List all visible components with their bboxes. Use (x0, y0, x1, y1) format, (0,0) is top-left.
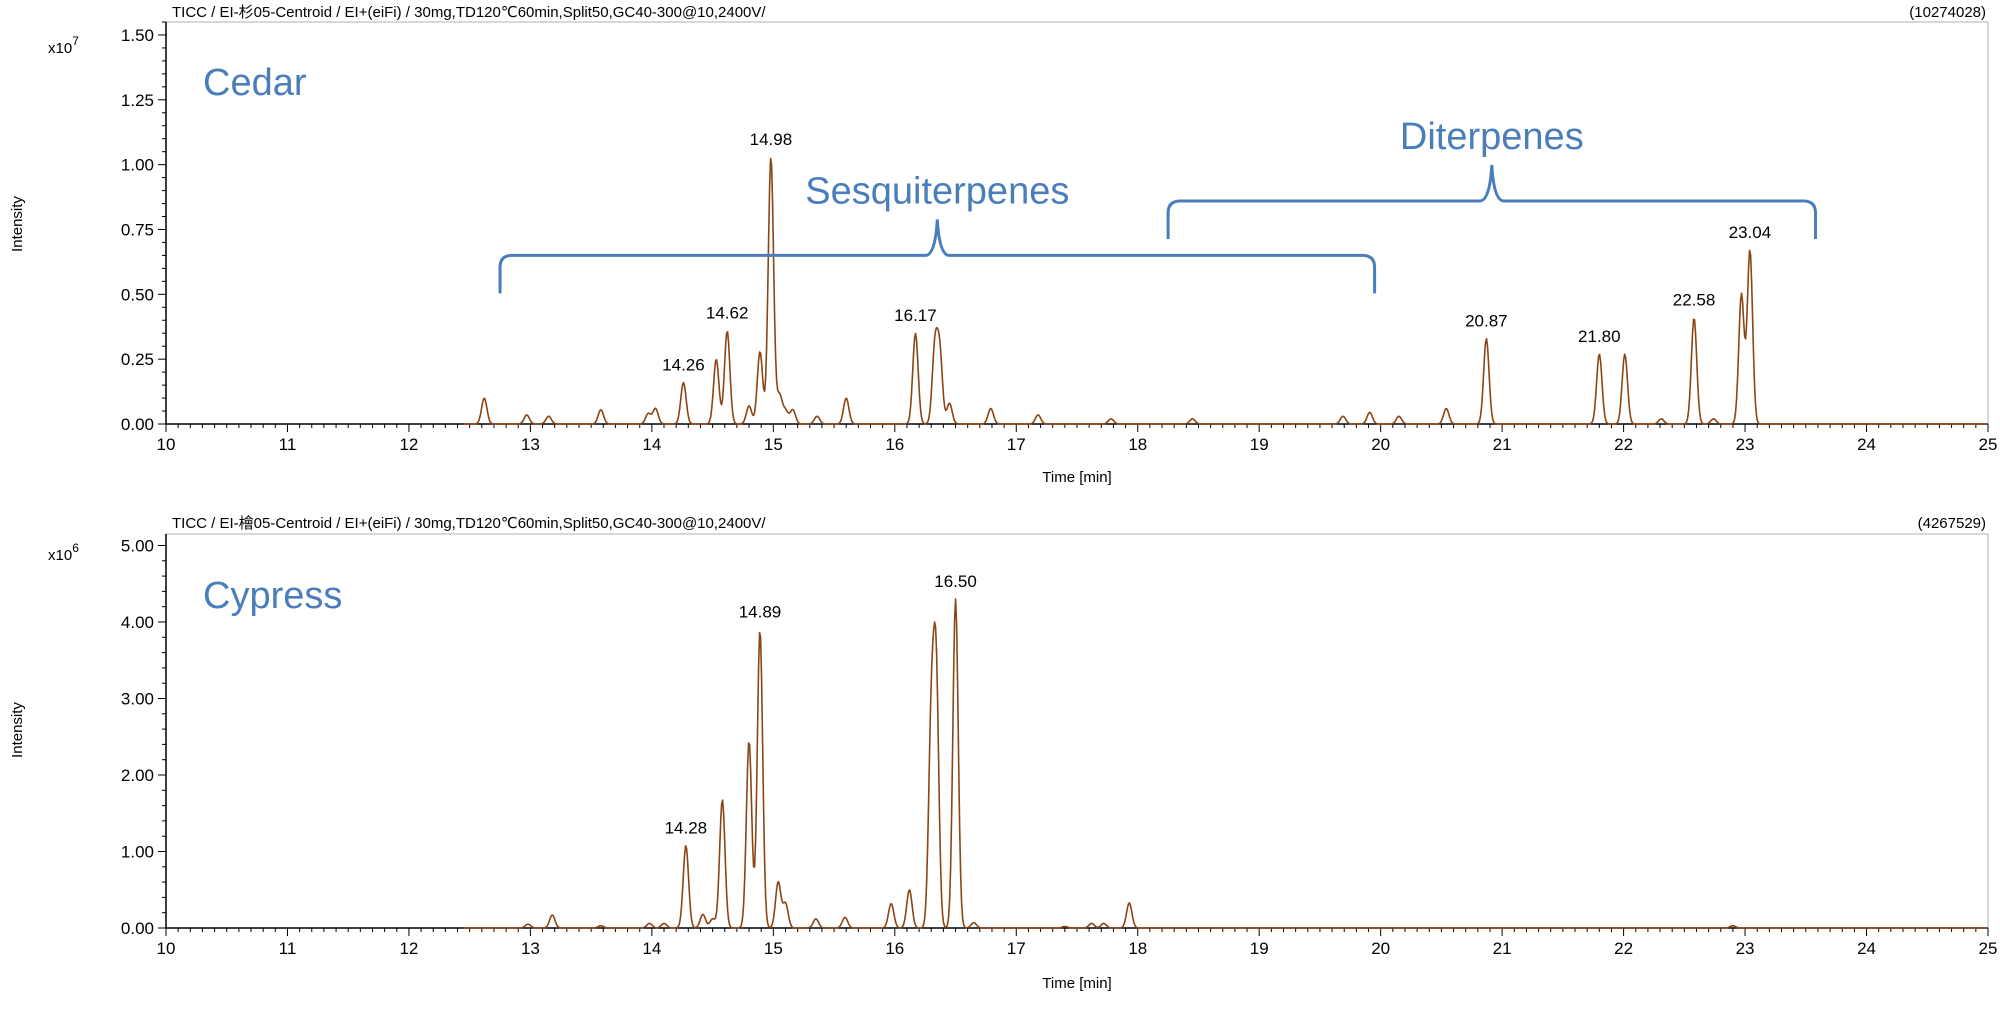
y-tick-label: 0.50 (121, 285, 154, 304)
x-tick-label: 15 (764, 435, 783, 454)
peak-label: 21.80 (1578, 327, 1621, 346)
peak-label: 14.89 (739, 603, 782, 622)
y-axis-title: Intensity (9, 702, 26, 758)
x-tick-label: 12 (399, 939, 418, 958)
x-tick-label: 21 (1493, 435, 1512, 454)
y-tick-label: 4.00 (121, 613, 154, 632)
x-tick-label: 23 (1736, 939, 1755, 958)
x-tick-label: 13 (521, 435, 540, 454)
y-tick-label: 5.00 (121, 536, 154, 555)
y-tick-label: 1.00 (121, 842, 154, 861)
x-tick-label: 13 (521, 939, 540, 958)
y-tick-label: 3.00 (121, 689, 154, 708)
peak-label: 14.98 (750, 130, 793, 149)
x-tick-label: 14 (642, 435, 661, 454)
x-tick-label: 10 (157, 939, 176, 958)
x-tick-label: 19 (1250, 939, 1269, 958)
x-tick-label: 20 (1371, 435, 1390, 454)
x-tick-label: 10 (157, 435, 176, 454)
peak-label: 20.87 (1465, 311, 1508, 330)
peak-label: 14.26 (662, 356, 705, 375)
plot-frame (165, 21, 1989, 425)
chart-header-max: (4267529) (1918, 515, 1986, 532)
x-tick-label: 11 (279, 435, 297, 454)
chromatogram-trace (463, 157, 1988, 425)
x-tick-label: 14 (642, 939, 661, 958)
x-tick-label: 25 (1979, 435, 1998, 454)
y-tick-label: 1.00 (121, 156, 154, 175)
x-tick-label: 24 (1857, 435, 1876, 454)
x-tick-label: 18 (1128, 435, 1147, 454)
y-multiplier: x106 (48, 541, 79, 564)
group-label: Diterpenes (1400, 116, 1584, 158)
y-tick-label: 0.75 (121, 220, 154, 239)
peak-label: 22.58 (1673, 291, 1716, 310)
sample-label: Cedar (203, 62, 307, 104)
y-multiplier: x107 (48, 34, 79, 57)
chromatogram-trace (463, 598, 1988, 929)
x-tick-label: 15 (764, 939, 783, 958)
x-axis-title: Time [min] (1042, 975, 1111, 992)
peak-label: 14.62 (706, 304, 749, 323)
x-tick-label: 17 (1007, 435, 1026, 454)
x-tick-label: 11 (279, 939, 297, 958)
x-tick-label: 19 (1250, 435, 1269, 454)
group-bracket (1166, 164, 1818, 239)
x-tick-label: 22 (1614, 939, 1633, 958)
x-tick-label: 22 (1614, 435, 1633, 454)
y-tick-label: 2.00 (121, 766, 154, 785)
peak-label: 14.28 (665, 818, 708, 837)
x-tick-label: 16 (885, 939, 904, 958)
x-tick-label: 24 (1857, 939, 1876, 958)
chart-header: TICC / EI-檜05-Centroid / EI+(eiFi) / 30m… (172, 514, 766, 532)
chart-header-max: (10274028) (1909, 4, 1986, 21)
x-tick-label: 12 (399, 435, 418, 454)
group-label: Sesquiterpenes (805, 170, 1069, 212)
y-tick-label: 0.25 (121, 350, 154, 369)
chart-panel-1: TICC / EI-杉05-Centroid / EI+(eiFi) / 30m… (9, 4, 1997, 486)
y-tick-label: 0.00 (121, 415, 154, 434)
y-tick-label: 1.50 (121, 26, 154, 45)
peak-label: 16.17 (894, 306, 937, 325)
chart-header: TICC / EI-杉05-Centroid / EI+(eiFi) / 30m… (172, 4, 766, 21)
x-tick-label: 18 (1128, 939, 1147, 958)
peak-label: 23.04 (1729, 223, 1772, 242)
chart-panel-2: TICC / EI-檜05-Centroid / EI+(eiFi) / 30m… (9, 514, 1997, 992)
y-tick-label: 0.00 (121, 919, 154, 938)
x-tick-label: 20 (1371, 939, 1390, 958)
y-axis-title: Intensity (9, 196, 26, 252)
x-tick-label: 16 (885, 435, 904, 454)
y-tick-label: 1.25 (121, 91, 154, 110)
peak-label: 16.50 (934, 572, 977, 591)
x-tick-label: 23 (1736, 435, 1755, 454)
group-bracket (498, 219, 1377, 294)
sample-label: Cypress (203, 575, 342, 617)
x-tick-label: 25 (1979, 939, 1998, 958)
plot-frame (165, 533, 1989, 929)
x-axis-title: Time [min] (1042, 469, 1111, 486)
x-tick-label: 17 (1007, 939, 1026, 958)
x-tick-label: 21 (1493, 939, 1512, 958)
